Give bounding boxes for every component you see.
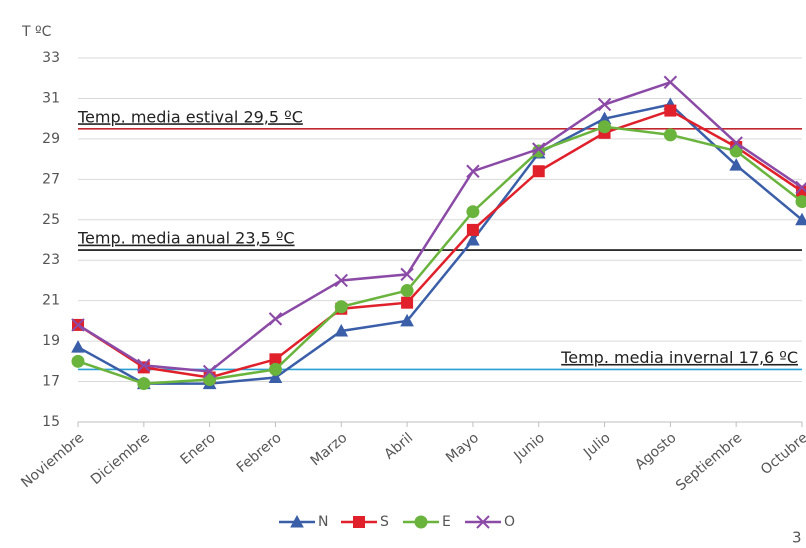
y-tick-label: 27 [42, 171, 60, 187]
marker [729, 144, 743, 158]
marker [729, 158, 744, 171]
reference-label: Temp. media anual 23,5 ºC [77, 229, 295, 248]
x-tick-label: Agosto [632, 430, 679, 473]
marker [663, 128, 677, 142]
marker [334, 300, 348, 314]
marker [664, 104, 677, 117]
y-tick-label: 33 [42, 50, 60, 66]
marker [71, 354, 85, 368]
x-tick-label: Junio [511, 430, 548, 465]
marker [466, 164, 480, 178]
legend-marker [414, 515, 428, 529]
legend-marker [290, 514, 304, 528]
marker [137, 377, 151, 391]
marker [466, 205, 480, 219]
legend-label: O [504, 514, 515, 530]
marker [400, 267, 414, 282]
marker [71, 318, 85, 332]
y-axis-label: T ºC [21, 24, 52, 40]
marker [401, 296, 414, 309]
marker [400, 284, 414, 298]
y-tick-label: 31 [42, 90, 60, 106]
x-tick-label: Noviembre [18, 430, 87, 491]
reference-label: Temp. media invernal 17,6 ºC [560, 348, 798, 367]
marker [137, 358, 151, 373]
series-line [77, 103, 803, 385]
marker [334, 273, 348, 288]
marker [137, 361, 150, 374]
marker [203, 373, 217, 387]
y-tick-label: 17 [42, 374, 60, 390]
marker [532, 142, 546, 156]
x-tick-label: Abril [381, 430, 416, 463]
marker [268, 362, 282, 376]
reference-label: Temp. media estival 29,5 ºC [77, 107, 303, 126]
marker [466, 232, 480, 246]
legend-label: S [380, 514, 389, 530]
y-tick-label: 23 [42, 252, 60, 268]
x-tick-label: Mayo [443, 430, 482, 466]
y-tick-label: 19 [42, 333, 60, 349]
x-tick-label: Marzo [308, 430, 351, 469]
marker [663, 75, 678, 89]
marker [334, 323, 349, 337]
series-line [77, 80, 803, 373]
marker [729, 136, 743, 150]
marker [71, 340, 85, 353]
x-tick-label: Octubre [758, 430, 806, 478]
series-line [77, 109, 803, 379]
marker [795, 195, 806, 209]
marker [532, 165, 545, 178]
marker [597, 97, 612, 112]
y-tick-label: 29 [42, 131, 60, 147]
marker [795, 212, 806, 226]
legend-marker [353, 516, 365, 528]
x-tick-label: Diciembre [88, 430, 153, 488]
marker [598, 120, 612, 134]
legend-marker [476, 515, 490, 529]
x-tick-label: Septiembre [673, 430, 745, 494]
y-tick-label: 15 [42, 414, 60, 430]
x-tick-label: Enero [178, 430, 219, 468]
legend-label: N [318, 514, 328, 530]
marker [400, 313, 414, 327]
y-tick-label: 25 [42, 212, 60, 228]
x-tick-label: Febrero [234, 430, 285, 476]
page-number: 3 [792, 529, 802, 547]
x-tick-label: Julio [580, 430, 614, 462]
marker [795, 180, 806, 195]
marker [268, 370, 283, 384]
legend-label: E [442, 514, 451, 530]
marker [202, 364, 217, 379]
y-tick-label: 21 [42, 293, 60, 309]
marker [466, 223, 479, 236]
marker [268, 312, 283, 326]
series-line [77, 125, 803, 385]
